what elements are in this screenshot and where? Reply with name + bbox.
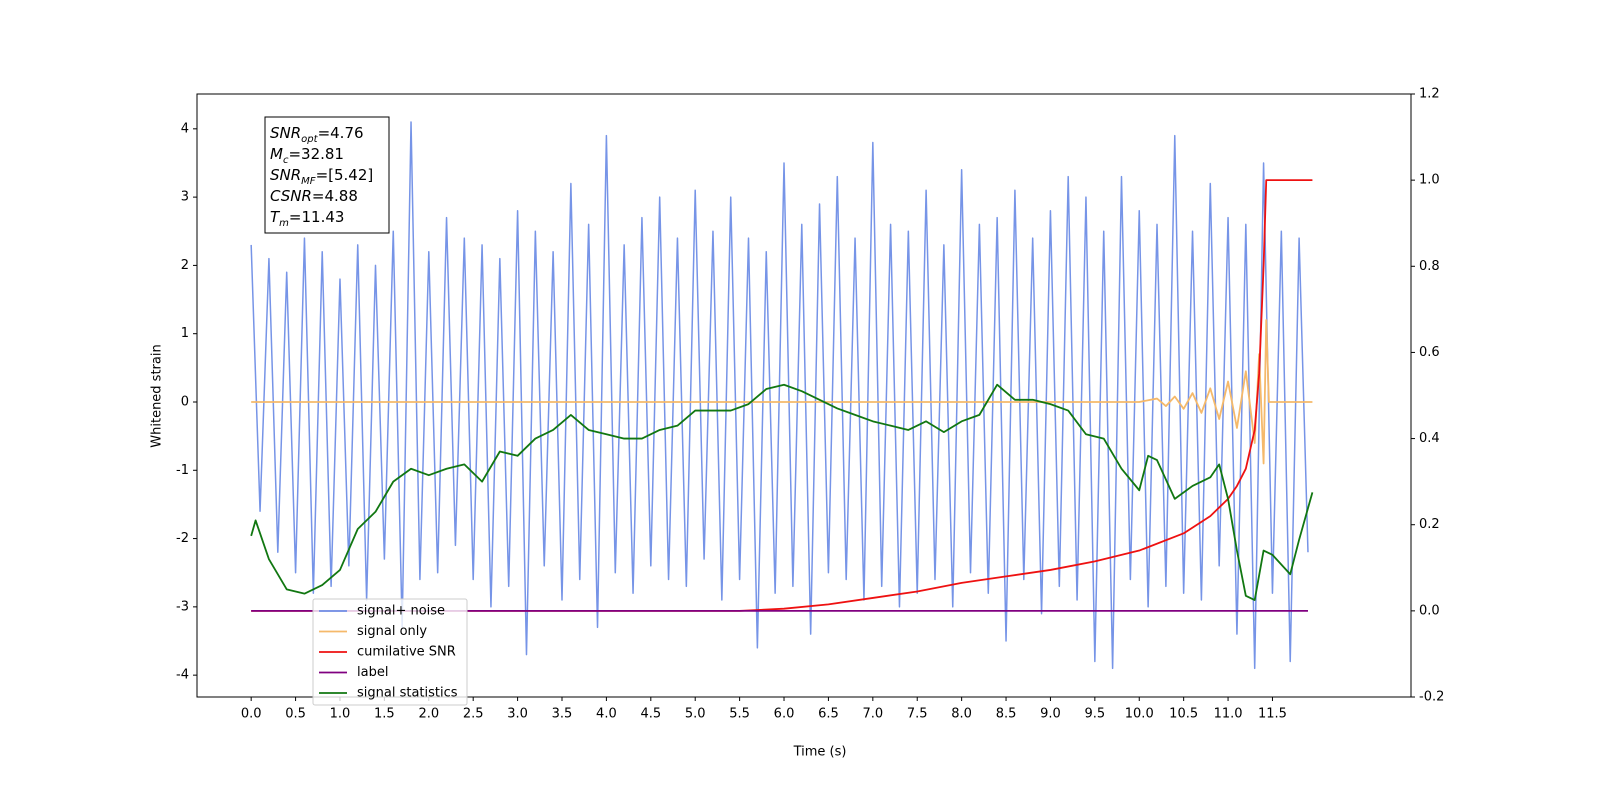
x-tick-label: 2.0 [418, 707, 439, 722]
y2-tick-label: 0.6 [1419, 345, 1440, 360]
x-tick-label: 3.5 [552, 707, 573, 722]
series-line [250, 383, 1314, 601]
x-tick-label: 6.0 [774, 707, 795, 722]
legend-box [312, 598, 468, 706]
x-tick-label: 0.0 [241, 707, 262, 722]
x-tick-label: 11.0 [1214, 707, 1243, 722]
x-tick-label: 9.5 [1085, 707, 1106, 722]
y-tick-label: 3 [181, 190, 189, 205]
legend-label: label [357, 665, 388, 680]
y2-tick-label: 0.8 [1419, 259, 1440, 274]
annotation-symbol: SNR [270, 124, 301, 142]
x-tick-label: 6.5 [818, 707, 839, 722]
plot-frame [196, 93, 1412, 698]
annotation-subscript: c [283, 155, 289, 166]
annotation-value: =4.76 [318, 124, 364, 142]
y2-tick-label: -0.2 [1419, 690, 1444, 705]
series-line [250, 121, 1309, 670]
x-tick-label: 0.5 [285, 707, 306, 722]
x-tick-label: 5.5 [729, 707, 750, 722]
annotation: SNRMF=[5.42] [270, 166, 373, 187]
x-tick-label: 4.5 [640, 707, 661, 722]
annotation-symbol: CSNR [270, 187, 312, 205]
annotation-box [264, 116, 390, 234]
x-tick-label: 7.5 [907, 707, 928, 722]
series-line [251, 319, 1313, 465]
y-axis-label: Whitened strain [150, 344, 165, 447]
annotation: SNRopt=4.76 [270, 124, 364, 145]
legend-label: signal only [357, 624, 427, 639]
y2-tick-label: 0.0 [1419, 603, 1440, 618]
x-tick-label: 7.0 [862, 707, 883, 722]
y-tick-label: 4 [181, 121, 189, 136]
annotation-symbol: SNR [270, 166, 301, 184]
y-tick-label: 0 [181, 394, 189, 409]
annotation-subscript: MF [301, 176, 316, 187]
y-tick-label: -4 [176, 668, 189, 683]
y-tick-label: -2 [176, 531, 189, 546]
legend-label: signal+ noise [357, 604, 445, 619]
x-axis-label: Time (s) [793, 745, 847, 760]
y-tick-label: 2 [181, 258, 189, 273]
x-tick-label: 9.0 [1040, 707, 1061, 722]
x-tick-label: 3.0 [507, 707, 528, 722]
annotation: Mc=32.81 [270, 145, 344, 166]
annotation: CSNR=4.88 [270, 187, 358, 205]
y2-tick-label: 0.4 [1419, 431, 1440, 446]
annotation-value: =11.43 [289, 208, 345, 226]
annotation: Tm=11.43 [270, 208, 344, 229]
x-tick-label: 5.0 [685, 707, 706, 722]
x-tick-label: 1.5 [374, 707, 395, 722]
annotation-value: =4.88 [312, 187, 358, 205]
y2-tick-label: 0.2 [1419, 517, 1440, 532]
y-tick-label: -3 [176, 599, 189, 614]
annotation-value: =[5.42] [316, 166, 374, 184]
y2-tick-label: 1.0 [1419, 173, 1440, 188]
series-line [251, 179, 1313, 612]
x-tick-label: 11.5 [1258, 707, 1287, 722]
annotation-subscript: m [279, 218, 289, 229]
x-tick-label: 2.5 [463, 707, 484, 722]
x-tick-label: 4.0 [596, 707, 617, 722]
y-tick-label: -1 [176, 463, 189, 478]
legend-label: signal statistics [357, 686, 458, 701]
annotation-subscript: opt [301, 134, 318, 145]
x-tick-label: 8.0 [951, 707, 972, 722]
y2-tick-label: 1.2 [1419, 87, 1440, 102]
annotation-value: =32.81 [288, 145, 344, 163]
x-tick-label: 10.5 [1169, 707, 1198, 722]
x-tick-label: 1.0 [330, 707, 351, 722]
y-tick-label: 1 [181, 326, 189, 341]
legend-label: cumilative SNR [357, 645, 456, 660]
x-tick-label: 8.5 [996, 707, 1017, 722]
annotation-symbol: M [270, 145, 283, 163]
x-tick-label: 10.0 [1125, 707, 1154, 722]
annotation-symbol: T [270, 208, 281, 226]
